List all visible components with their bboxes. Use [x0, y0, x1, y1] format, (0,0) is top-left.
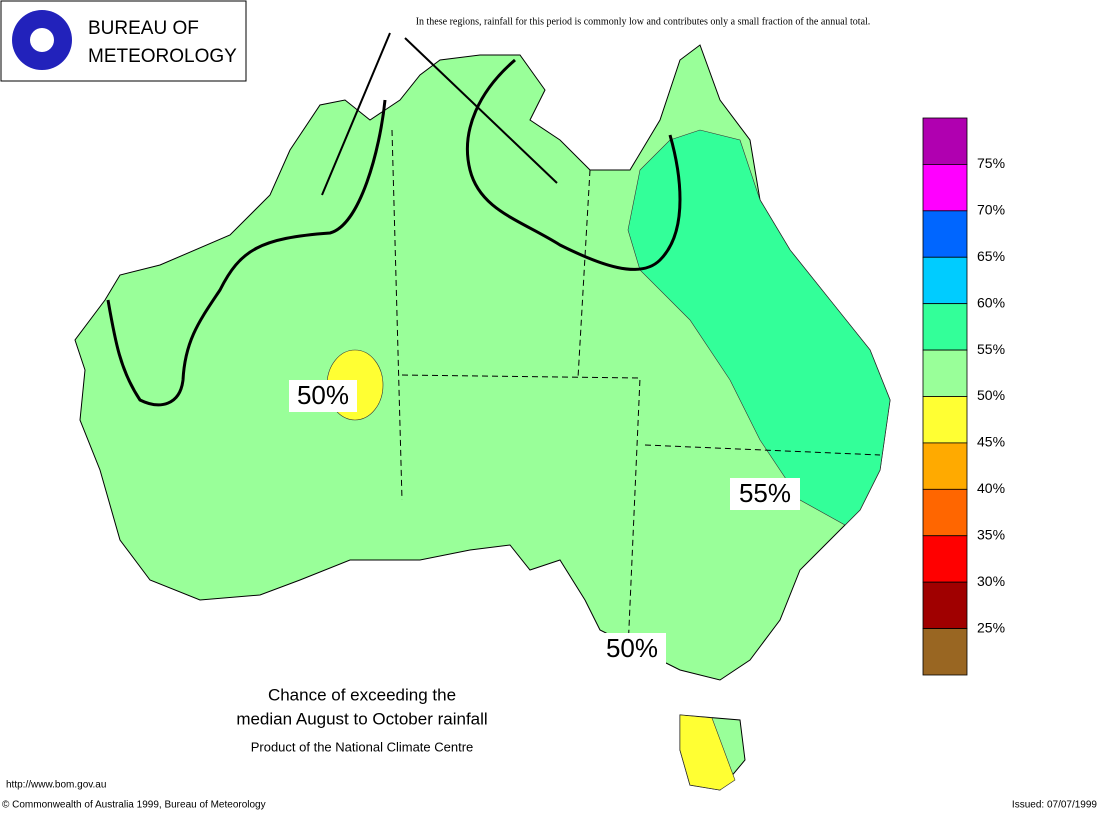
legend-swatch [922, 210, 968, 258]
legend-swatch [922, 442, 968, 490]
legend-label: 50% [977, 387, 1005, 403]
legend-label: 45% [977, 434, 1005, 450]
label-box [598, 633, 666, 665]
legend-label: 40% [977, 480, 1005, 496]
legend-swatch [922, 535, 968, 583]
caption: Product of the National Climate Centre [251, 739, 474, 754]
state-borders [391, 129, 881, 651]
note: In these regions, rainfall for this peri… [416, 16, 871, 27]
footer-issued: Issued: 07/07/1999 [1012, 800, 1098, 811]
pointer [404, 37, 558, 184]
footer-copyright: © Commonwealth of Australia 1999, Bureau… [2, 800, 266, 811]
legend-swatch [922, 117, 968, 165]
footer-url: http://www.bom.gov.au [6, 780, 106, 791]
legend-swatch [922, 488, 968, 537]
caption: median August to October rainfall [236, 709, 487, 728]
logo: BUREAU OF METEOROLOGY [0, 0, 247, 82]
caption: Chance of exceeding the [268, 685, 456, 704]
note-pointers [321, 32, 558, 196]
map-label: 50% [297, 380, 349, 410]
zone-55 [627, 129, 891, 526]
logo-text: METEOROLOGY [88, 46, 237, 67]
map-label: 55% [739, 478, 791, 508]
legend-swatch [922, 303, 968, 351]
legend-swatch [922, 396, 968, 444]
legend-label: 70% [977, 202, 1005, 218]
legend-label: 55% [977, 341, 1005, 357]
pointer [321, 32, 391, 196]
map: 50% 55% 50% [74, 32, 891, 791]
border [391, 129, 403, 501]
legend-swatch [922, 349, 968, 397]
border [577, 169, 591, 379]
boundary-line [106, 99, 387, 407]
legend-label: 30% [977, 573, 1005, 589]
legend-swatch [922, 628, 968, 676]
legend-swatch [922, 164, 968, 212]
logo-text: BUREAU OF [88, 18, 199, 39]
legend: 75% 70% 65% 60% 55% 50% 45% 40% 35% 30% 25% [922, 117, 1005, 676]
legend-swatch [922, 581, 968, 629]
legend-label: 60% [977, 294, 1005, 310]
legend-label: 65% [977, 248, 1005, 264]
legend-swatch [922, 256, 968, 305]
low-rainfall-boundary [106, 58, 682, 407]
logo-emblem-center [30, 28, 54, 52]
legend-label: 75% [977, 155, 1005, 171]
legend-label: 25% [977, 619, 1005, 635]
label-box [289, 380, 357, 412]
zone-50 [679, 714, 736, 791]
map-label: 50% [606, 633, 658, 663]
label-box [730, 478, 800, 510]
legend-label: 35% [977, 526, 1005, 542]
map-labels: 50% 55% 50% [289, 380, 800, 665]
boundary-line [465, 58, 682, 271]
